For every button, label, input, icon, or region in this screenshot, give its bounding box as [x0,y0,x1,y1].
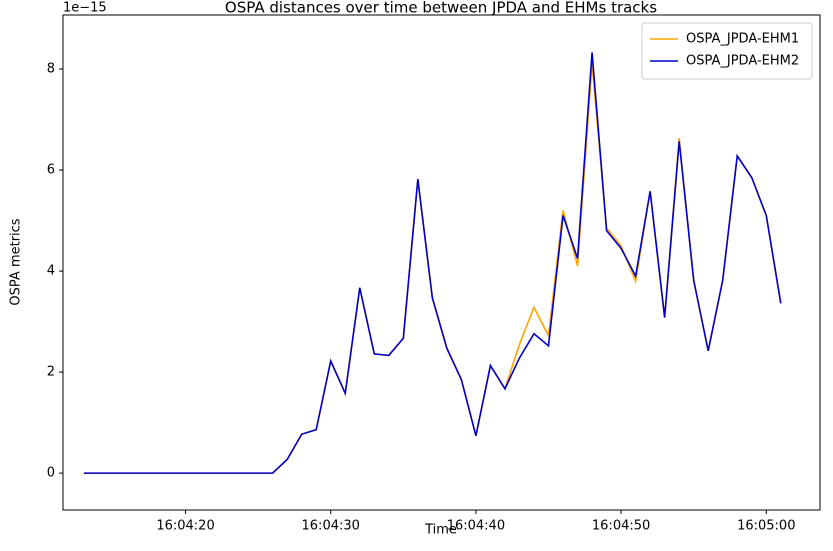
x-tick-label: 16:04:40 [447,519,505,534]
y-tick-label: 8 [47,62,55,77]
y-tick-label: 4 [47,264,55,279]
x-tick-label: 16:04:30 [302,519,360,534]
x-tick-label: 16:04:50 [592,519,650,534]
plot-frame [62,14,821,511]
chart-title: OSPA distances over time between JPDA an… [225,0,657,17]
y-tick-label: 2 [47,365,55,380]
y-tick-label: 6 [47,163,55,178]
x-tick-label: 16:05:00 [737,519,795,534]
series-line [83,52,782,474]
series-line [83,63,782,474]
x-axis-label: Time [424,523,457,538]
y-offset-label: 1e−15 [63,1,107,16]
legend-label: OSPA_JPDA-EHM2 [686,54,799,69]
x-tick-label: 16:04:20 [156,519,214,534]
y-axis-label: OSPA metrics [9,218,24,305]
legend-label: OSPA_JPDA-EHM1 [686,32,799,47]
y-tick-label: 0 [47,466,55,481]
legend-box [641,22,813,80]
